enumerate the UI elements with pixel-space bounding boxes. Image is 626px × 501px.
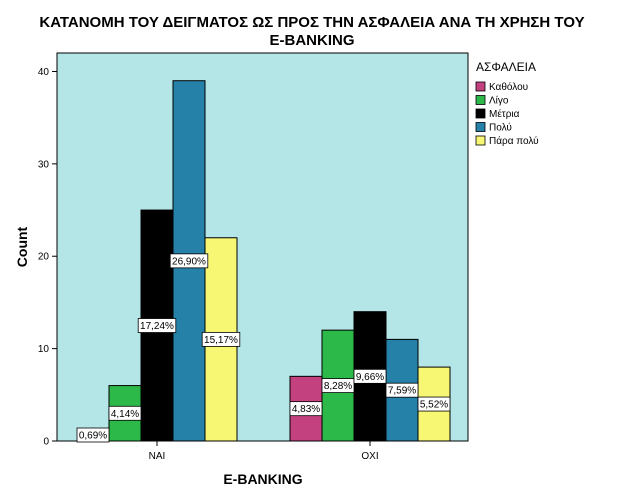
data-label: 15,17% bbox=[204, 335, 238, 346]
data-label: 4,14% bbox=[111, 409, 139, 420]
data-label: 9,66% bbox=[356, 372, 384, 383]
data-label-box bbox=[385, 382, 419, 398]
x-tick-label: ΟΧΙ bbox=[361, 451, 378, 462]
data-label-box bbox=[169, 253, 209, 269]
y-tick-label: 40 bbox=[38, 67, 50, 78]
data-label: 0,69% bbox=[79, 431, 107, 442]
data-label-box bbox=[108, 405, 142, 421]
legend-swatch bbox=[475, 135, 486, 146]
data-label: 26,90% bbox=[172, 256, 206, 267]
legend-label: Πολύ bbox=[489, 122, 512, 134]
y-tick-label: 0 bbox=[43, 437, 49, 448]
data-label-box bbox=[417, 396, 451, 412]
y-axis: 0 10 20 30 40 bbox=[38, 67, 57, 448]
legend-swatch bbox=[475, 81, 486, 92]
y-tick-label: 30 bbox=[38, 159, 50, 170]
data-label-box bbox=[289, 401, 323, 417]
legend-swatch bbox=[475, 122, 486, 132]
legend-swatch bbox=[475, 108, 486, 119]
data-label-box bbox=[137, 318, 177, 333]
chart-title-line1: ΚΑΤΑΝΟΜΗ ΤΟΥ ΔΕΙΓΜΑΤΟΣ ΩΣ ΠΡΟΣ ΤΗΝ ΑΣΦΑΛ… bbox=[39, 14, 584, 31]
legend-label: Λίγο bbox=[489, 95, 509, 107]
legend-swatch bbox=[475, 95, 486, 105]
data-label: 7,59% bbox=[388, 386, 416, 397]
data-label-box bbox=[201, 331, 241, 347]
x-tick-label: ΝΑΙ bbox=[149, 451, 166, 462]
data-label: 4,83% bbox=[292, 404, 320, 415]
legend-label: Πάρα πολύ bbox=[489, 135, 539, 147]
data-label-box bbox=[353, 368, 387, 384]
data-label: 8,28% bbox=[324, 381, 352, 392]
data-labels: 0,69% 4,14% 17,24% 26,90% 15,17% 4,83% 8,28% 9,… bbox=[76, 253, 451, 443]
x-axis-title: E-BANKING bbox=[223, 471, 302, 487]
data-label-box bbox=[76, 427, 110, 443]
y-tick-label: 20 bbox=[38, 252, 50, 263]
x-axis: ΝΑΙ ΟΧΙ bbox=[149, 441, 379, 462]
y-tick-label: 10 bbox=[38, 344, 50, 355]
chart-title-line2: E-BANKING bbox=[270, 32, 355, 49]
data-label: 17,24% bbox=[140, 321, 174, 332]
legend-title: ΑΣΦΑΛΕΙΑ bbox=[476, 60, 536, 74]
legend-label: Καθόλου bbox=[489, 81, 528, 93]
data-label: 5,52% bbox=[420, 400, 448, 411]
data-label-box bbox=[321, 378, 355, 393]
legend-label: Μέτρια bbox=[489, 108, 520, 120]
y-axis-title: Count bbox=[14, 226, 30, 267]
